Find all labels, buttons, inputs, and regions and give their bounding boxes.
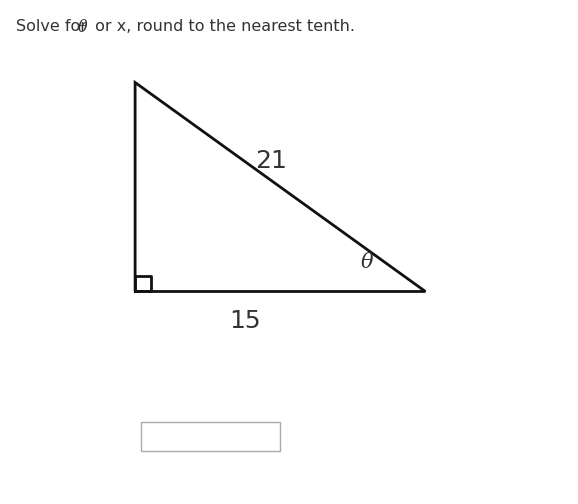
Text: 21: 21: [255, 149, 287, 173]
Text: 15: 15: [229, 308, 261, 333]
Text: Solve for: Solve for: [16, 19, 92, 34]
Text: θ: θ: [78, 19, 88, 36]
Text: or x, round to the nearest tenth.: or x, round to the nearest tenth.: [90, 19, 354, 34]
Bar: [141, 422, 280, 451]
Text: θ: θ: [361, 253, 373, 272]
